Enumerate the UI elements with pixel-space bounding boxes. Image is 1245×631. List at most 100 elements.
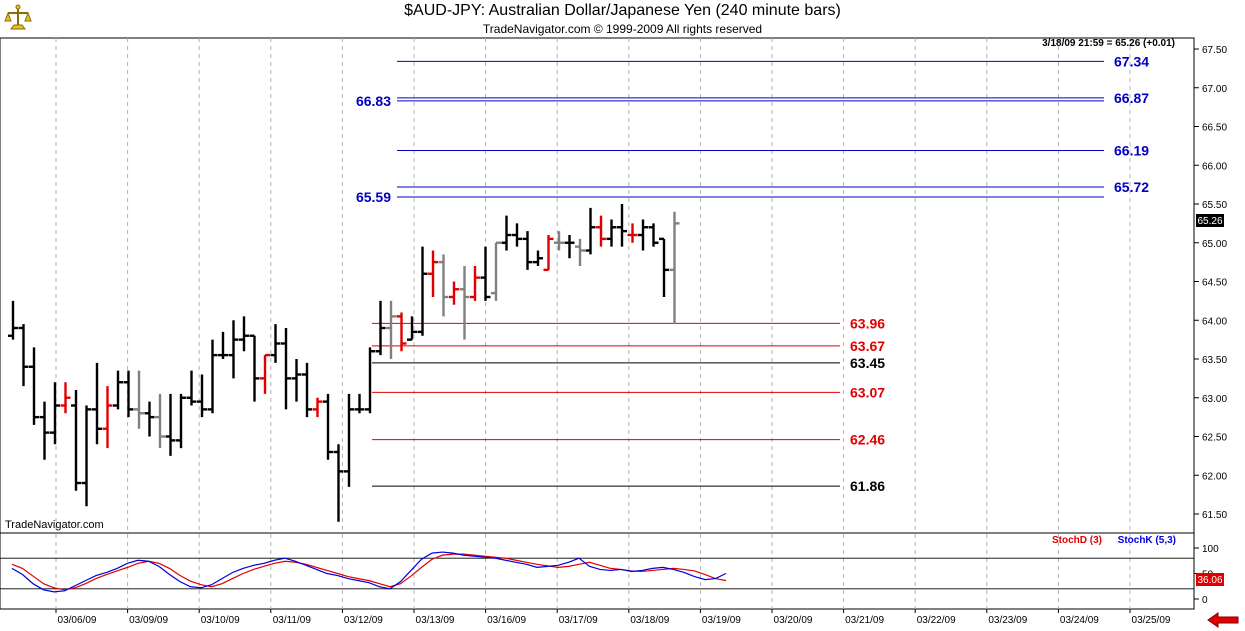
grid-lines [55, 38, 1131, 609]
price-tick-label: 66.50 [1202, 123, 1227, 134]
price-tick-label: 63.50 [1202, 355, 1227, 366]
ohlc-bar [596, 215, 606, 247]
chart-title: $AUD-JPY: Australian Dollar/Japanese Yen… [404, 2, 841, 19]
date-tick-label: 03/13/09 [416, 615, 455, 626]
ohlc-bar [669, 211, 680, 325]
date-tick-label: 03/09/09 [129, 615, 168, 626]
date-tick-label: 03/17/09 [559, 615, 598, 626]
trade-navigator-logo-icon [4, 3, 32, 33]
ohlc-bar [501, 215, 512, 251]
stoch-tick-label: 100 [1202, 544, 1219, 555]
date-tick-label: 03/06/09 [58, 615, 97, 626]
ohlc-bar [533, 250, 543, 266]
date-tick-label: 03/10/09 [201, 615, 240, 626]
price-readout: 3/18/09 21:59 = 65.26 (+0.01) [1042, 38, 1175, 49]
ohlc-bar [71, 390, 81, 491]
ohlc-bar [8, 300, 18, 340]
fib-level-label: 66.19 [1114, 143, 1149, 159]
ohlc-bar [165, 393, 176, 456]
ohlc-bar [344, 393, 354, 487]
ohlc-bar [617, 204, 627, 247]
ohlc-bar [176, 393, 186, 449]
ohlc-bar [270, 324, 281, 363]
price-tick-label: 62.00 [1202, 471, 1227, 482]
fib-level-label: 65.59 [356, 189, 391, 205]
ohlc-bar [543, 235, 554, 272]
current-price-label: 65.26 [1197, 216, 1222, 227]
ohlc-bar [60, 382, 71, 414]
ohlc-bar [123, 370, 134, 418]
ohlc-bar [18, 324, 29, 387]
chart-header: $AUD-JPY: Australian Dollar/Japanese Yen… [0, 0, 1245, 38]
date-axis: 03/06/09 03/09/09 03/10/09 03/11/09 03/12/09… [55, 609, 1171, 626]
ohlc-bar [491, 241, 501, 301]
fib-level-label: 62.46 [850, 432, 885, 448]
current-price-marker [1196, 214, 1224, 227]
ohlc-bar [522, 231, 533, 270]
ohlc-bar [29, 347, 39, 425]
scroll-right-arrow-icon[interactable] [1207, 612, 1239, 628]
ohlc-bar [480, 246, 491, 301]
ohlc-bar [407, 316, 417, 341]
ohlc-bar [575, 238, 585, 266]
ohlc-bar [564, 235, 575, 259]
legend-stochk: StochK (5,3) [1118, 535, 1176, 546]
fib-level-label: 63.96 [850, 315, 885, 331]
fib-level-label: 63.07 [850, 384, 885, 400]
ohlc-bar [218, 331, 228, 359]
ohlc-bar [470, 266, 480, 301]
ohlc-bar [186, 370, 197, 406]
ohlc-bar [113, 370, 123, 410]
ohlc-bar [102, 386, 113, 449]
watermark-text: TradeNavigator.com [5, 519, 104, 531]
fib-levels: 67.34 66.87 66.83 66.19 65.72 65.59 63.96 63.67… [356, 53, 1149, 494]
ohlc-bar [659, 237, 669, 297]
ohlc-bar [134, 370, 144, 429]
ohlc-bar [197, 374, 207, 418]
date-tick-label: 03/23/09 [988, 615, 1027, 626]
date-tick-label: 03/20/09 [774, 615, 813, 626]
date-tick-label: 03/11/09 [273, 615, 312, 626]
stoch-value-label: 36.06 [1197, 575, 1222, 586]
legend-stochd: StochD (3) [1052, 535, 1102, 546]
ohlc-bar [39, 401, 50, 460]
ohlc-bar [228, 320, 239, 379]
ohlc-bar [260, 353, 270, 394]
ohlc-bar [333, 444, 344, 522]
fib-level-label: 61.86 [850, 478, 885, 494]
price-bars [8, 204, 680, 522]
date-tick-label: 03/12/09 [344, 615, 383, 626]
price-tick-label: 64.00 [1202, 316, 1227, 327]
fib-level-label: 67.34 [1114, 53, 1149, 69]
ohlc-bar [354, 393, 365, 414]
ohlc-bar [92, 362, 102, 445]
ohlc-bar [585, 207, 596, 255]
fib-level-label: 63.45 [850, 355, 885, 371]
price-tick-label: 67.00 [1202, 84, 1227, 95]
ohlc-bar [291, 359, 302, 402]
fib-level-label: 65.72 [1114, 179, 1149, 195]
ohlc-bar [207, 339, 218, 414]
price-tick-label: 62.50 [1202, 433, 1227, 444]
stochastic-panel-frame [0, 532, 1195, 610]
fib-level-label: 66.83 [356, 93, 391, 109]
price-tick-label: 65.50 [1202, 200, 1227, 211]
ohlc-bar [155, 393, 165, 449]
date-tick-label: 03/16/09 [487, 615, 526, 626]
ohlc-bar [81, 405, 92, 507]
date-tick-label: 03/22/09 [917, 615, 956, 626]
stoch-tick-label: 0 [1202, 595, 1208, 606]
stochd-line [11, 553, 727, 591]
price-tick-label: 65.00 [1202, 239, 1227, 250]
ohlc-bar [239, 316, 249, 352]
ohlc-bar [365, 347, 375, 414]
stochk-line [11, 551, 727, 593]
ohlc-bar [396, 312, 407, 352]
price-tick-label: 66.00 [1202, 161, 1227, 172]
price-axis: 61.50 62.00 62.50 63.00 63.50 64.00 64.50 65.00… [1194, 45, 1227, 606]
price-tick-label: 63.00 [1202, 394, 1227, 405]
ohlc-bar [648, 223, 659, 247]
ohlc-bar [302, 362, 312, 418]
price-panel-frame [0, 37, 1195, 534]
